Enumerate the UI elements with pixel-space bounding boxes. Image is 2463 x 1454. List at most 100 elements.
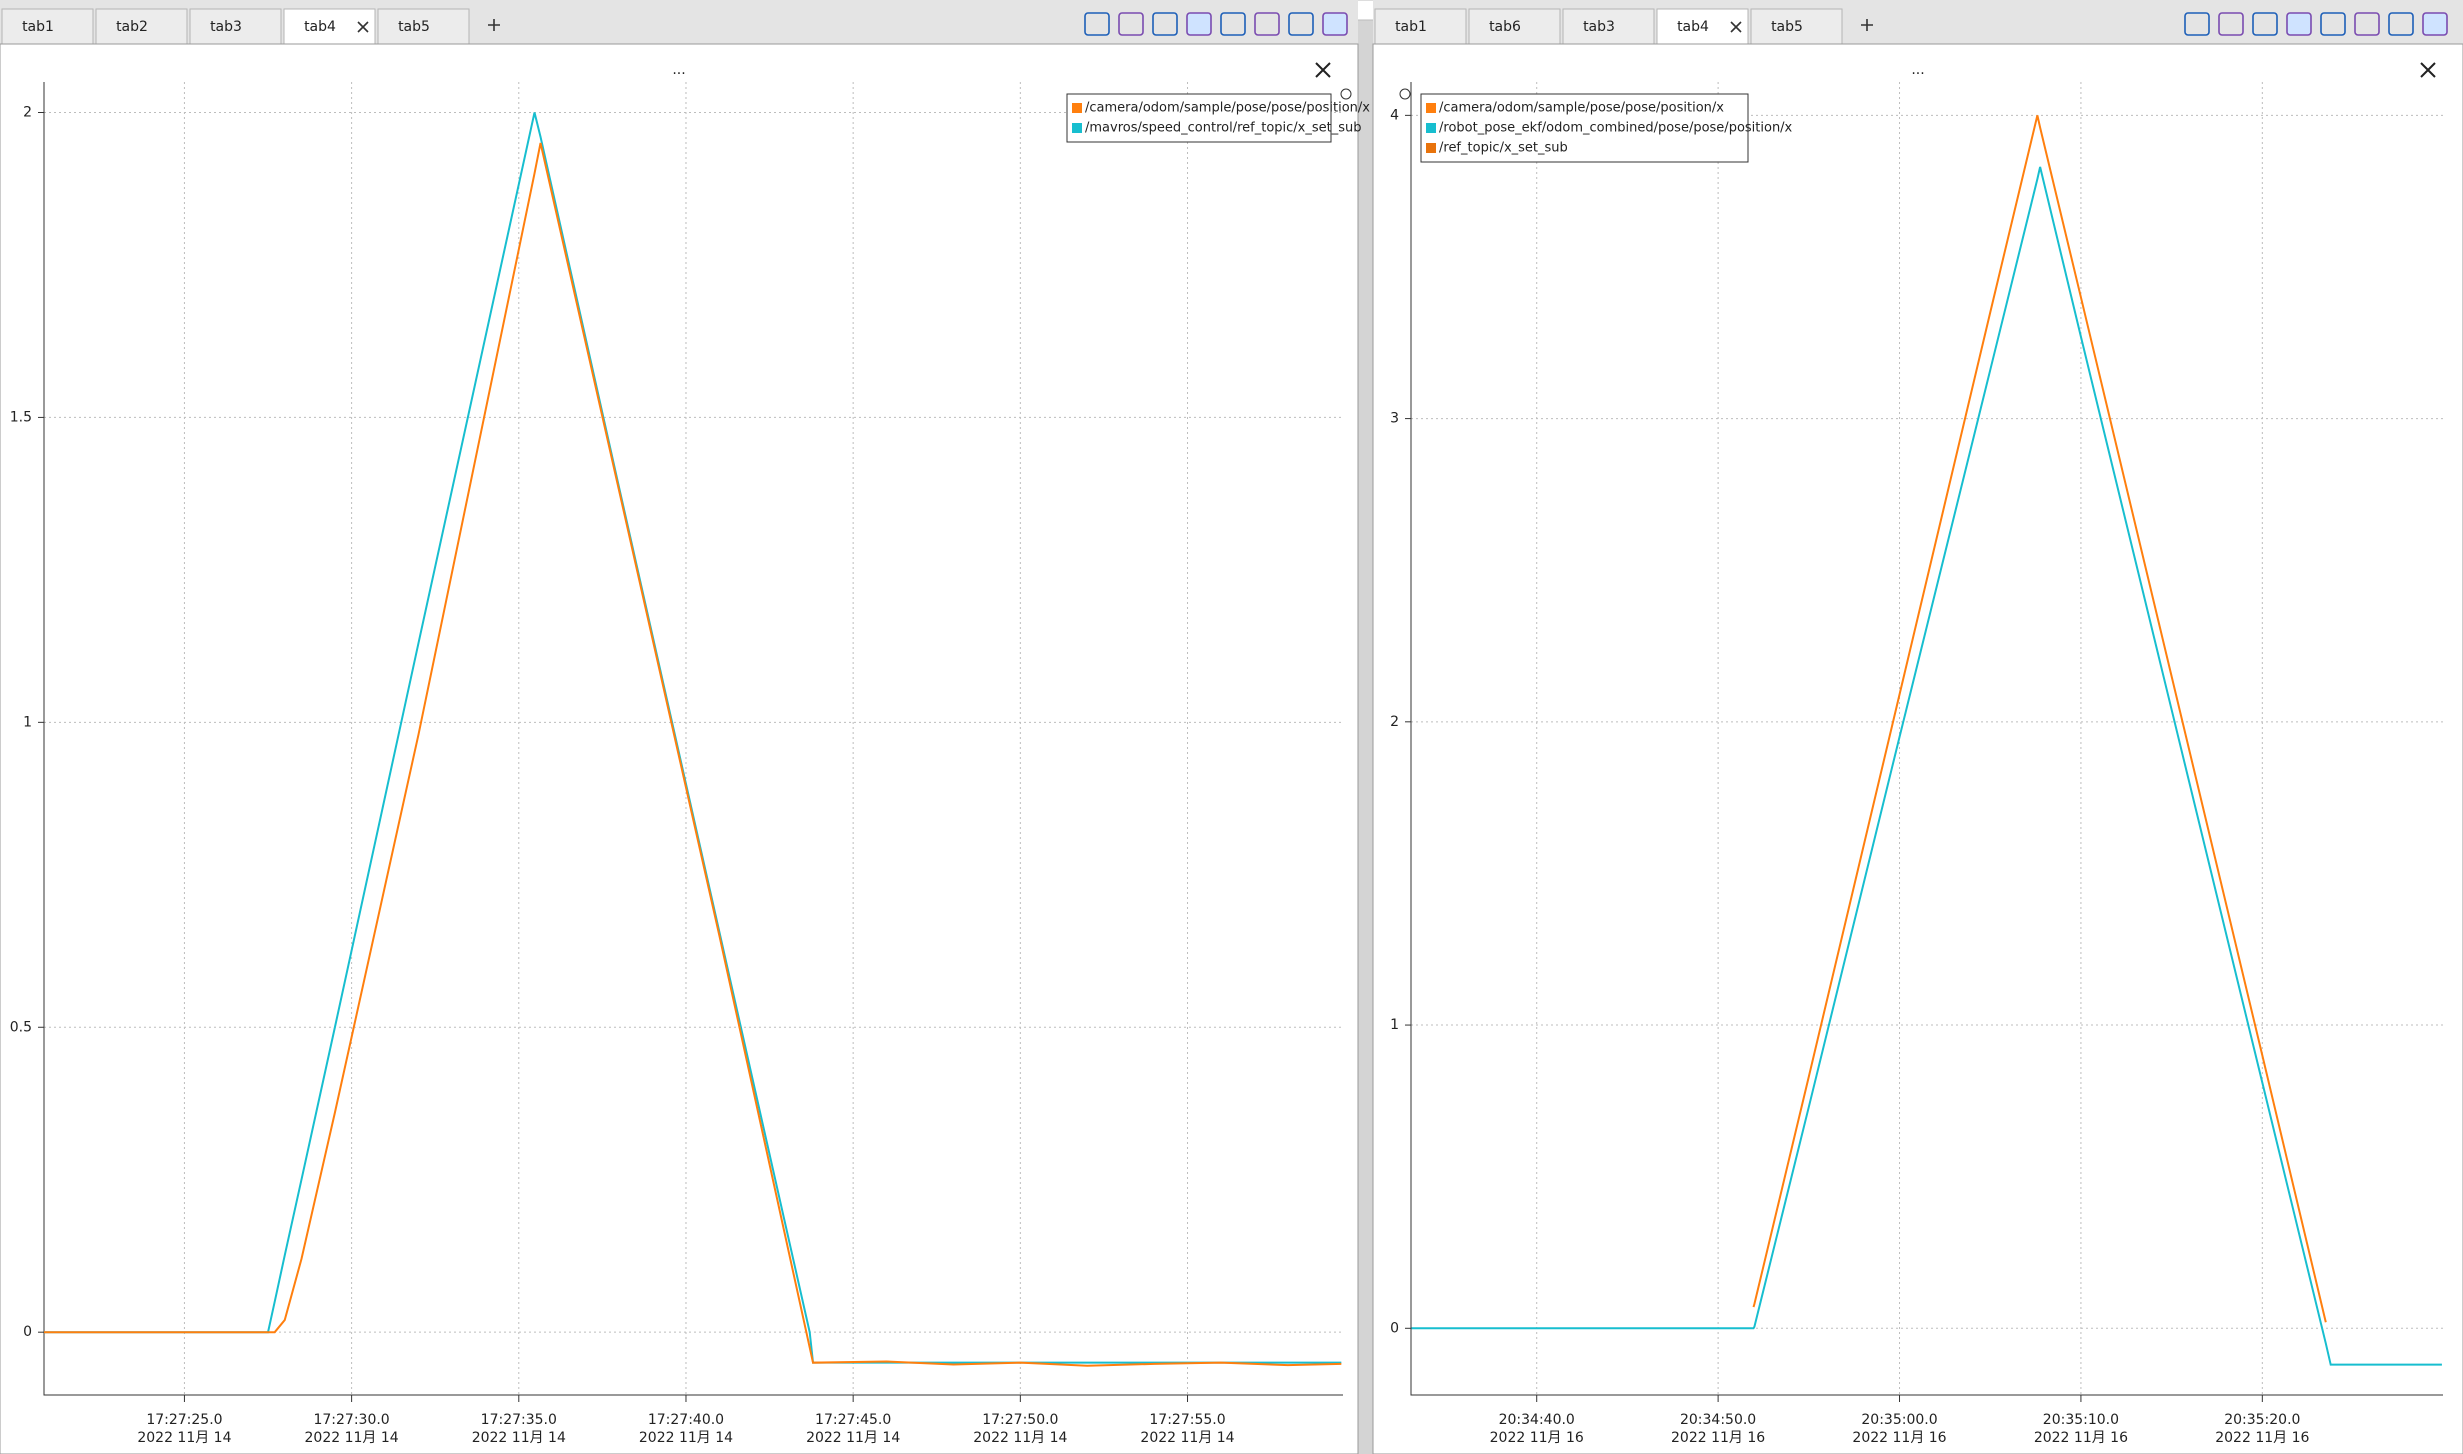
tab-close[interactable] (357, 21, 369, 33)
legend-swatch[interactable] (1072, 123, 1082, 133)
x-tick-date: 2022 11月 16 (1671, 1430, 1765, 1446)
tab[interactable] (1562, 8, 1655, 45)
x-tick-date: 2022 11月 14 (1140, 1430, 1234, 1446)
legend-label[interactable]: /camera/odom/sample/pose/pose/position/x (1085, 101, 1370, 116)
y-tick-label: 0.5 (10, 1019, 32, 1035)
x-tick-label: 20:35:00.0 (1861, 1412, 1937, 1428)
tab-label: tab4 (1677, 19, 1709, 35)
y-tick-label: 1.5 (10, 409, 32, 425)
legend-swatch[interactable] (1072, 103, 1082, 113)
tab[interactable] (1374, 8, 1467, 45)
series-line (44, 142, 1342, 1367)
tab-label: tab1 (22, 19, 54, 35)
tab-label: tab6 (1489, 19, 1521, 35)
y-tick-label: 2 (23, 104, 32, 120)
y-tick-label: 1 (23, 714, 32, 730)
x-tick-date: 2022 11月 14 (305, 1430, 399, 1446)
x-tick-label: 17:27:40.0 (648, 1412, 724, 1428)
tab[interactable] (95, 8, 188, 45)
toolbar-icon[interactable] (1288, 12, 1314, 36)
toolbar-icon[interactable] (2320, 12, 2346, 36)
splitter[interactable] (1358, 0, 1373, 1454)
x-tick-label: 20:35:20.0 (2224, 1412, 2300, 1428)
x-tick-date: 2022 11月 16 (2034, 1430, 2128, 1446)
tab[interactable] (189, 8, 282, 45)
x-tick-label: 17:27:25.0 (146, 1412, 222, 1428)
toolbar-icon[interactable] (2218, 12, 2244, 36)
legend-box (1066, 93, 1332, 143)
tab-label: tab1 (1395, 19, 1427, 35)
x-tick-date: 2022 11月 16 (1490, 1430, 1584, 1446)
toolbar-icon[interactable] (1254, 12, 1280, 36)
tab-label: tab4 (304, 19, 336, 35)
close-plot[interactable] (1315, 62, 1331, 78)
x-tick-date: 2022 11月 14 (137, 1430, 231, 1446)
toolbar-icon[interactable] (2388, 12, 2414, 36)
x-tick-label: 17:27:50.0 (982, 1412, 1058, 1428)
x-tick-label: 20:34:40.0 (1499, 1412, 1575, 1428)
x-tick-date: 2022 11月 14 (806, 1430, 900, 1446)
x-tick-date: 2022 11月 16 (1852, 1430, 1946, 1446)
legend-label[interactable]: /robot_pose_ekf/odom_combined/pose/pose/… (1439, 121, 1793, 136)
x-tick-label: 17:27:30.0 (313, 1412, 389, 1428)
y-tick-label: 4 (1390, 107, 1399, 123)
add-tab[interactable] (488, 19, 500, 31)
toolbar-icon[interactable] (2422, 12, 2448, 36)
x-tick-date: 2022 11月 14 (472, 1430, 566, 1446)
x-tick-date: 2022 11月 16 (2215, 1430, 2309, 1446)
close-plot[interactable] (2420, 62, 2436, 78)
legend-box (1420, 93, 1749, 163)
toolbar-icon[interactable] (1084, 12, 1110, 36)
add-tab[interactable] (1861, 19, 1873, 31)
tab[interactable] (1, 8, 94, 45)
legend-label[interactable]: /camera/odom/sample/pose/pose/position/x (1439, 101, 1724, 116)
toolbar-icon[interactable] (1186, 12, 1212, 36)
tab-label: tab5 (1771, 19, 1803, 35)
x-tick-label: 20:35:10.0 (2043, 1412, 2119, 1428)
plot-panel (1372, 43, 2463, 1454)
tab-label: tab3 (210, 19, 242, 35)
toolbar-icon[interactable] (1118, 12, 1144, 36)
x-tick-label: 17:27:35.0 (481, 1412, 557, 1428)
legend-handle (1340, 88, 1352, 100)
x-tick-label: 20:34:50.0 (1680, 1412, 1756, 1428)
tab[interactable] (1656, 8, 1749, 45)
x-tick-label: 17:27:55.0 (1149, 1412, 1225, 1428)
x-tick-date: 2022 11月 14 (973, 1430, 1067, 1446)
legend-label[interactable]: /mavros/speed_control/ref_topic/x_set_su… (1085, 121, 1362, 136)
legend-label[interactable]: /ref_topic/x_set_sub (1439, 141, 1568, 156)
toolbar-icon[interactable] (2252, 12, 2278, 36)
plot-title: ... (672, 62, 685, 78)
toolbar-icon[interactable] (2354, 12, 2380, 36)
tab[interactable] (377, 8, 470, 45)
axes (43, 82, 1343, 1396)
legend-swatch[interactable] (1426, 143, 1436, 153)
y-tick-label: 0 (1390, 1320, 1399, 1336)
series-line (1752, 115, 2327, 1323)
legend-swatch[interactable] (1426, 103, 1436, 113)
y-tick-label: 1 (1390, 1017, 1399, 1033)
toolbar-icon[interactable] (2184, 12, 2210, 36)
tab-label: tab3 (1583, 19, 1615, 35)
toolbar-icon[interactable] (2286, 12, 2312, 36)
axes (1410, 82, 2443, 1396)
tab-close[interactable] (1730, 21, 1742, 33)
tab[interactable] (1468, 8, 1561, 45)
y-tick-label: 0 (23, 1324, 32, 1340)
toolbar-icon[interactable] (1322, 12, 1348, 36)
y-tick-label: 2 (1390, 714, 1399, 730)
legend-handle (1399, 88, 1411, 100)
series-line (1411, 166, 2442, 1366)
x-tick-date: 2022 11月 14 (639, 1430, 733, 1446)
tab-label: tab5 (398, 19, 430, 35)
plot-title: ... (1911, 62, 1924, 78)
legend-swatch[interactable] (1426, 123, 1436, 133)
toolbar-icon[interactable] (1152, 12, 1178, 36)
tab-label: tab2 (116, 19, 148, 35)
x-tick-label: 17:27:45.0 (815, 1412, 891, 1428)
y-tick-label: 3 (1390, 411, 1399, 427)
tab[interactable] (1750, 8, 1843, 45)
toolbar-icon[interactable] (1220, 12, 1246, 36)
